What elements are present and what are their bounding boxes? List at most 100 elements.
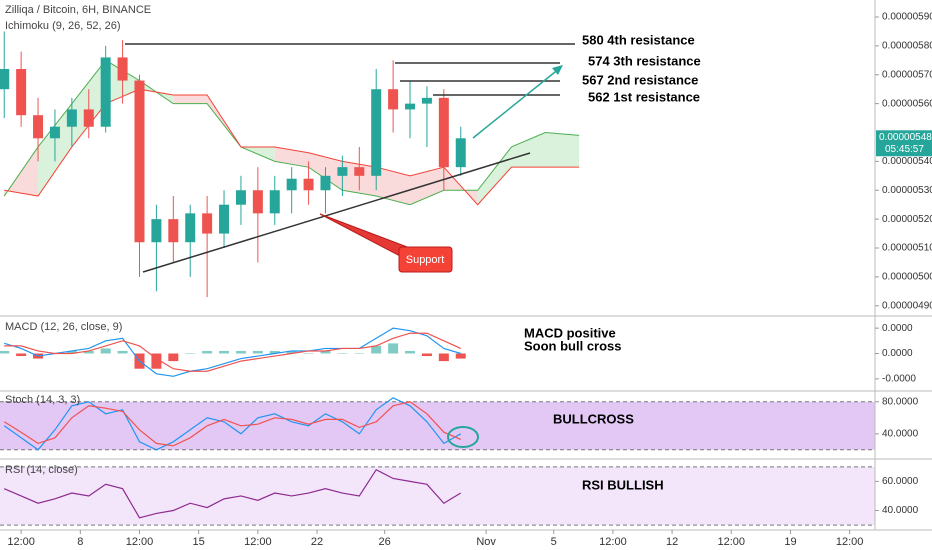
y-tick-label: 0.00000520 bbox=[882, 214, 932, 225]
annotation: 580 4th resistance bbox=[582, 32, 695, 47]
chart-title: Zilliqa / Bitcoin, 6H, BINANCE bbox=[5, 4, 151, 16]
candle-body bbox=[202, 213, 213, 234]
panel-title: RSI (14, close) bbox=[5, 464, 78, 476]
y-tick-label: 0.0000 bbox=[882, 323, 913, 334]
last-price-label: 0.00000548 bbox=[879, 132, 932, 143]
candle-body bbox=[100, 57, 111, 127]
x-tick-label: Nov bbox=[476, 536, 496, 548]
candle-body bbox=[151, 219, 162, 243]
span-b bbox=[4, 88, 580, 206]
callout-box bbox=[398, 246, 453, 273]
x-tick-label: 22 bbox=[311, 536, 323, 548]
x-tick-label: 15 bbox=[193, 536, 205, 548]
plot-layer bbox=[0, 31, 875, 526]
histogram-bar bbox=[168, 353, 179, 362]
histogram-bar bbox=[185, 353, 196, 354]
candle-body bbox=[371, 89, 382, 176]
x-tick-label: 8 bbox=[77, 536, 83, 548]
histogram-bar bbox=[83, 350, 94, 354]
series-line bbox=[4, 327, 461, 377]
drawings bbox=[125, 43, 575, 448]
panel-title: MACD (12, 26, close, 9) bbox=[5, 321, 122, 333]
candle-body bbox=[286, 178, 297, 191]
x-tick-label: 12:00 bbox=[7, 536, 35, 548]
y-tick-label: -0.0000 bbox=[882, 373, 916, 384]
candle-body bbox=[83, 109, 94, 127]
histogram-bar bbox=[66, 350, 77, 354]
candle-body bbox=[66, 109, 77, 127]
y-tick-label: 0.00000500 bbox=[882, 272, 932, 283]
y-tick-label: 0.00000490 bbox=[882, 300, 932, 311]
candle-body bbox=[252, 190, 263, 214]
candle-body bbox=[0, 68, 10, 90]
arrow bbox=[472, 67, 561, 139]
series-line bbox=[4, 332, 461, 372]
histogram-bar bbox=[235, 350, 246, 354]
histogram-bar bbox=[252, 350, 263, 354]
y-tick-label: 80.0000 bbox=[882, 396, 919, 407]
y-tick-label: 40.0000 bbox=[882, 505, 919, 516]
span-a bbox=[3, 59, 580, 206]
candle-body bbox=[269, 190, 280, 214]
cloud-fill bbox=[274, 146, 309, 168]
x-tick-label: 12:00 bbox=[126, 536, 154, 548]
cloud-fill bbox=[173, 94, 208, 104]
candle-body bbox=[235, 190, 246, 205]
x-tick-label: 26 bbox=[379, 536, 391, 548]
series-line bbox=[3, 397, 462, 451]
histogram-bar bbox=[455, 353, 466, 359]
histogram-bar bbox=[303, 353, 314, 354]
y-tick-label: 0.00000510 bbox=[882, 243, 932, 254]
indicator-title: Ichimoku (9, 26, 52, 26) bbox=[5, 20, 121, 32]
annotation: Soon bull cross bbox=[524, 338, 622, 353]
y-tick-label: 0.00000570 bbox=[882, 69, 932, 80]
histogram-bar bbox=[202, 350, 213, 354]
histogram-bar bbox=[421, 353, 432, 357]
candle-body bbox=[438, 97, 449, 168]
candle-body bbox=[117, 57, 128, 81]
candle-body bbox=[337, 167, 348, 176]
cloud-fill bbox=[545, 132, 580, 168]
histogram-bar bbox=[388, 343, 399, 354]
histogram-bar bbox=[0, 350, 10, 354]
panel-title: Stoch (14, 3, 3) bbox=[5, 394, 80, 406]
annotation: 574 3th resistance bbox=[588, 53, 701, 68]
countdown: 05:45:57 bbox=[885, 144, 924, 155]
candle-body bbox=[219, 204, 230, 234]
histogram-bar bbox=[438, 353, 449, 362]
candle-body bbox=[303, 178, 314, 191]
x-tick-label: 5 bbox=[551, 536, 557, 548]
histogram-bar bbox=[219, 350, 230, 354]
callout-text: Support bbox=[406, 254, 445, 266]
series-line bbox=[3, 401, 461, 447]
y-tick-label: 0.00000560 bbox=[882, 98, 932, 109]
y-tick-label: 0.00000540 bbox=[882, 156, 932, 167]
candle-body bbox=[405, 103, 416, 110]
candle-body bbox=[320, 175, 331, 191]
y-tick-label: 0.00000580 bbox=[882, 41, 932, 52]
candle-body bbox=[33, 115, 44, 139]
histogram-bar bbox=[151, 353, 162, 369]
histogram-bar bbox=[371, 345, 382, 354]
y-tick-label: 60.0000 bbox=[882, 476, 919, 487]
annotation: RSI BULLISH bbox=[582, 477, 664, 492]
candle-body bbox=[16, 68, 27, 116]
y-tick-label: 0.00000530 bbox=[882, 185, 932, 196]
candle-body bbox=[455, 138, 466, 168]
cloud-fill bbox=[410, 167, 444, 205]
histogram-bar bbox=[100, 348, 111, 354]
candle-body bbox=[185, 213, 196, 243]
x-tick-label: 12:00 bbox=[599, 536, 627, 548]
y-tick-label: 0.00000590 bbox=[882, 12, 932, 23]
annotation: 562 1st resistance bbox=[588, 89, 700, 104]
histogram-bar bbox=[320, 350, 331, 354]
histogram-bar bbox=[354, 353, 365, 354]
candle-body bbox=[134, 80, 145, 243]
histogram-bar bbox=[269, 350, 280, 354]
histogram-bar bbox=[405, 350, 416, 354]
histogram-bar bbox=[16, 353, 27, 357]
annotation: MACD positive bbox=[524, 325, 616, 340]
y-tick-label: 40.0000 bbox=[882, 428, 919, 439]
last-price-box bbox=[876, 130, 932, 157]
cloud-fill bbox=[511, 132, 546, 168]
